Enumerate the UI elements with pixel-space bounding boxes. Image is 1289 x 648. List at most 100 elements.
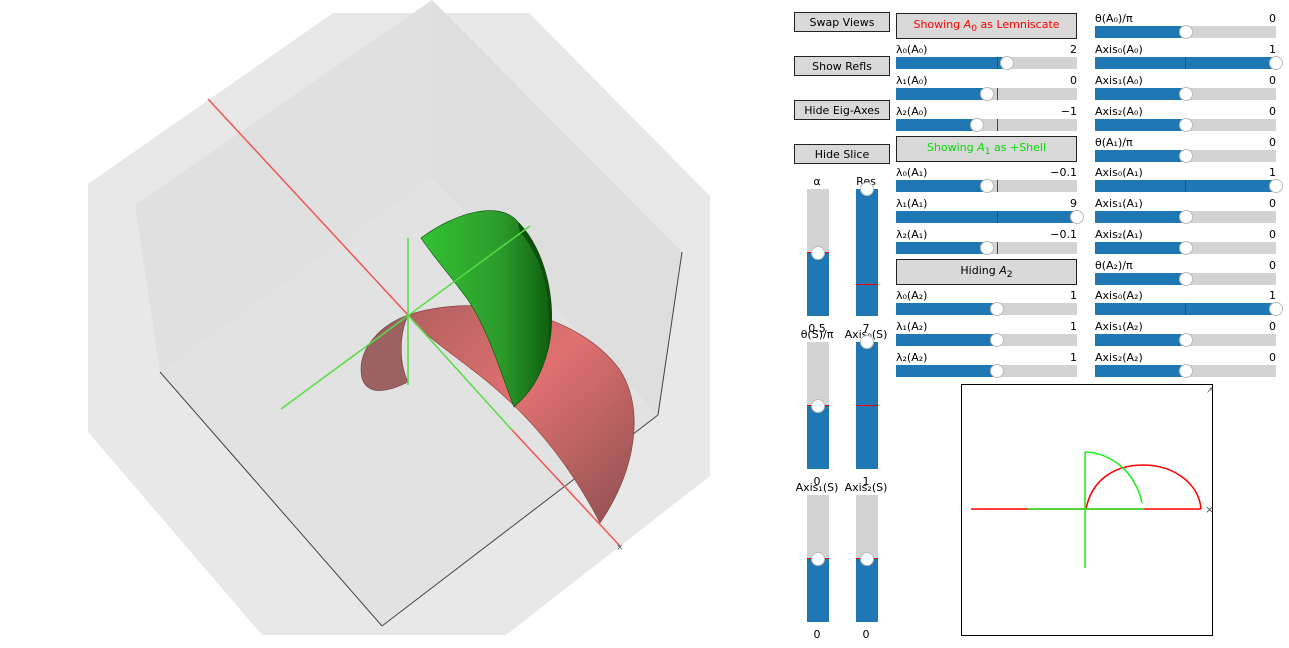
slider-label: Axis₁(A₂) — [1095, 320, 1143, 333]
eig-axis-red — [511, 429, 621, 547]
slider-knob[interactable] — [1178, 210, 1193, 224]
slider-value: −1 — [1060, 105, 1077, 118]
slider-value: 1 — [1070, 351, 1077, 364]
slider-label: λ₀(A₁) — [896, 166, 928, 179]
axis2-a1-slider[interactable]: Axis₂(A₁) 0 — [1095, 228, 1276, 256]
slider-label: Axis₂(A₂) — [1095, 351, 1143, 364]
slider-knob[interactable] — [1178, 25, 1193, 39]
slider-knob[interactable] — [1178, 364, 1193, 378]
slider-knob[interactable] — [1178, 87, 1193, 101]
slider-knob[interactable] — [980, 87, 995, 101]
eig-axis-green — [407, 314, 513, 431]
axis0-a0-slider[interactable]: Axis₀(A₀) 1 — [1095, 43, 1283, 71]
alpha-slider[interactable]: α 0.5 — [805, 175, 829, 335]
slider-label: Axis₀(S) — [824, 328, 908, 341]
slider-label: θ(S)/π — [800, 328, 834, 341]
slider-label: Axis₂(A₁) — [1095, 228, 1143, 241]
toggle-a2-button[interactable]: Hiding A2 — [896, 259, 1077, 285]
slider-value: 1 — [1269, 166, 1276, 179]
slider-knob[interactable] — [1178, 333, 1193, 347]
axis2-a2-slider[interactable]: Axis₂(A₂) 0 — [1095, 351, 1276, 379]
axis1-s-slider[interactable]: Axis₁(S) 0 — [796, 481, 839, 641]
slider-knob[interactable] — [990, 333, 1005, 347]
3d-view[interactable]: × — [0, 0, 760, 648]
slider-value: 0 — [1269, 105, 1276, 118]
slider-knob[interactable] — [1178, 272, 1193, 286]
toggle-a0-label: Showing A0 as Lemniscate — [913, 17, 1060, 35]
res-slider[interactable]: Res 7 — [854, 175, 878, 335]
theta-a0-slider[interactable]: θ(A₀)/π 0 — [1095, 12, 1276, 40]
lambda2-a1-slider[interactable]: λ₂(A₁) −0.1 — [896, 228, 1077, 256]
lambda2-a2-slider[interactable]: λ₂(A₂) 1 — [896, 351, 1077, 379]
slider-value: 9 — [1070, 197, 1077, 210]
slider-label: λ₁(A₂) — [896, 320, 928, 333]
hide-slice-button[interactable]: Hide Slice — [794, 144, 890, 164]
axis2-s-slider[interactable]: Axis₂(S) 0 — [845, 481, 888, 641]
slider-knob[interactable] — [811, 245, 825, 260]
slider-label: λ₁(A₁) — [896, 197, 928, 210]
slider-label: λ₂(A₂) — [896, 351, 928, 364]
show-refls-button[interactable]: Show Refls — [794, 56, 890, 76]
toggle-a0-button[interactable]: Showing A0 as Lemniscate — [896, 13, 1077, 39]
box-face-back — [135, 0, 432, 372]
slider-value: 0 — [862, 628, 870, 641]
slice-frame — [961, 384, 1213, 636]
slider-knob[interactable] — [860, 335, 874, 349]
slider-value: 0 — [813, 475, 821, 488]
slider-value: 1 — [1070, 320, 1077, 333]
lambda0-a2-slider[interactable]: λ₀(A₂) 1 — [896, 289, 1077, 317]
axis1-a2-slider[interactable]: Axis₁(A₂) 0 — [1095, 320, 1276, 348]
slider-knob[interactable] — [1269, 302, 1283, 316]
axis0-a2-slider[interactable]: Axis₀(A₂) 1 — [1095, 289, 1283, 317]
axis1-a0-slider[interactable]: Axis₁(A₀) 0 — [1095, 74, 1276, 102]
corner-mark: ↗ — [1206, 386, 1214, 396]
slider-label: Axis₁(S) — [795, 481, 839, 494]
eig-axis-green — [280, 225, 531, 410]
slider-knob[interactable] — [979, 241, 994, 255]
x-marker: × — [1205, 503, 1214, 516]
hide-eig-axes-button[interactable]: Hide Eig-Axes — [794, 100, 890, 120]
slice-curve-red — [1085, 464, 1202, 510]
2d-slice-view[interactable]: ↗ × — [961, 383, 1216, 637]
slider-knob[interactable] — [1070, 210, 1084, 224]
theta-s-slider[interactable]: θ(S)/π 0 — [801, 328, 834, 488]
lambda0-a1-slider[interactable]: λ₀(A₁) −0.1 — [896, 166, 1077, 194]
slider-value: 0 — [1070, 74, 1077, 87]
swap-views-button[interactable]: Swap Views — [794, 12, 890, 32]
axis2-a0-slider[interactable]: Axis₂(A₀) 0 — [1095, 105, 1276, 133]
box-edge — [159, 371, 383, 627]
axis0-a1-slider[interactable]: Axis₀(A₁) 1 — [1095, 166, 1283, 194]
slider-value: −0.1 — [1050, 228, 1077, 241]
slider-knob[interactable] — [990, 364, 1005, 378]
slider-knob[interactable] — [1000, 56, 1015, 70]
slider-knob[interactable] — [1269, 56, 1283, 70]
lambda1-a1-slider[interactable]: λ₁(A₁) 9 — [896, 197, 1084, 225]
slider-knob[interactable] — [979, 179, 994, 193]
slider-knob[interactable] — [990, 302, 1005, 316]
theta-a1-slider[interactable]: θ(A₁)/π 0 — [1095, 136, 1276, 164]
slider-value: 0 — [1269, 320, 1276, 333]
slider-knob[interactable] — [970, 118, 985, 132]
slider-value: 0 — [1269, 12, 1276, 25]
slider-label: Axis₁(A₁) — [1095, 197, 1143, 210]
lambda1-a2-slider[interactable]: λ₁(A₂) 1 — [896, 320, 1077, 348]
lambda2-a0-slider[interactable]: λ₂(A₀) −1 — [896, 105, 1077, 133]
axis1-a1-slider[interactable]: Axis₁(A₁) 0 — [1095, 197, 1276, 225]
slider-knob[interactable] — [1178, 149, 1193, 163]
toggle-a1-button[interactable]: Showing A1 as +Shell — [896, 136, 1077, 162]
slider-label: Axis₁(A₀) — [1095, 74, 1143, 87]
slider-label: λ₀(A₂) — [896, 289, 928, 302]
lambda0-a0-slider[interactable]: λ₀(A₀) 2 — [896, 43, 1077, 71]
slider-knob[interactable] — [1178, 241, 1193, 255]
box-face-right — [432, 0, 682, 415]
theta-a2-slider[interactable]: θ(A₂)/π 0 — [1095, 259, 1276, 287]
slider-knob[interactable] — [860, 551, 874, 566]
slider-knob[interactable] — [860, 182, 874, 196]
slider-knob[interactable] — [1269, 179, 1283, 193]
lambda1-a0-slider[interactable]: λ₁(A₀) 0 — [896, 74, 1077, 102]
axis0-s-slider[interactable]: Axis₀(S) 1 — [845, 328, 888, 488]
slider-knob[interactable] — [1178, 118, 1193, 132]
slider-knob[interactable] — [811, 398, 825, 413]
slider-knob[interactable] — [811, 551, 825, 566]
slider-value: 1 — [1070, 289, 1077, 302]
